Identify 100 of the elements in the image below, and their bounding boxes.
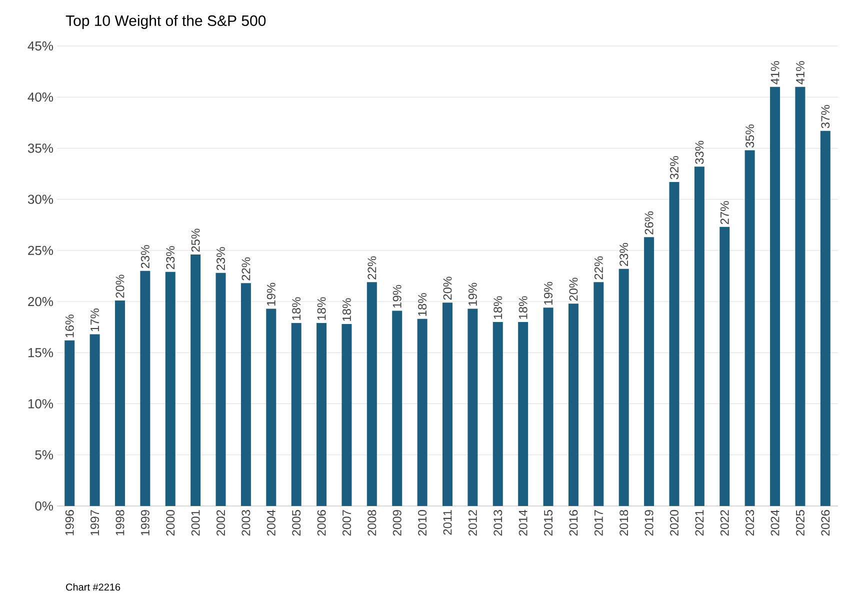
chart-title: Top 10 Weight of the S&P 500 (66, 15, 266, 29)
bar (720, 226, 730, 506)
x-tick-label: 2012 (468, 510, 477, 536)
bar (316, 323, 327, 506)
data-label: 20% (569, 278, 578, 301)
data-label: 33% (695, 140, 704, 164)
data-label: 19% (468, 282, 477, 306)
bar (266, 308, 276, 506)
y-tick-label: 35% (28, 144, 54, 153)
data-label: 23% (166, 246, 175, 270)
x-tick-label: 1996 (65, 510, 74, 536)
data-label: 27% (720, 201, 729, 224)
x-tick-label: 2018 (620, 510, 628, 536)
data-label: 19% (392, 284, 402, 308)
data-label: 23% (620, 243, 628, 266)
data-label: 19% (266, 282, 276, 306)
x-tick-label: 2020 (670, 510, 678, 536)
bar (795, 86, 806, 506)
bar (392, 310, 402, 506)
bar (568, 304, 578, 506)
x-tick-label: 2006 (317, 510, 326, 536)
bar (770, 86, 780, 506)
text: Chart #2216 (66, 583, 120, 591)
x-tick-label: 1997 (90, 510, 100, 536)
bar (543, 308, 554, 506)
bar (342, 324, 352, 506)
bar (190, 254, 201, 506)
y-tick-label: 30% (28, 194, 54, 204)
x-tick-label: 2013 (494, 510, 502, 536)
x-tick-label: 2017 (594, 510, 603, 536)
y-tick-label: 5% (35, 450, 54, 460)
y-tick-label: 25% (28, 246, 54, 256)
x-tick-label: 2025 (796, 510, 804, 536)
data-label: 32% (670, 156, 678, 180)
x-tick-label: 2010 (418, 510, 427, 536)
x-tick-label: 1999 (140, 510, 150, 536)
data-label: 18% (342, 298, 351, 321)
data-label: 17% (90, 308, 99, 332)
data-label: 18% (317, 297, 326, 320)
x-tick-label: 2001 (191, 510, 200, 536)
data-label: 35% (746, 124, 754, 148)
bar (417, 318, 428, 506)
data-label: 22% (242, 257, 250, 280)
x-tick-label: 2008 (368, 510, 376, 536)
bar (518, 322, 528, 506)
bar (669, 182, 680, 506)
x-tick-label: 2016 (569, 510, 578, 536)
bar (820, 130, 830, 506)
data-label: 37% (821, 105, 830, 128)
data-label: 18% (418, 293, 427, 316)
y-tick-label: 45% (28, 41, 54, 51)
x-tick-label: 2015 (544, 510, 553, 536)
bar (594, 282, 604, 506)
bar (291, 323, 302, 506)
y-tick-label: 20% (28, 296, 54, 306)
x-tick-label: 2002 (216, 510, 226, 536)
x-tick-label: 2022 (720, 510, 729, 536)
data-label: 22% (368, 256, 376, 280)
data-label: 25% (191, 228, 200, 252)
y-tick-label: 0% (35, 501, 54, 511)
bar (165, 272, 176, 506)
x-tick-label: 2026 (821, 510, 830, 536)
bar (140, 270, 150, 506)
data-label: 23% (216, 247, 226, 270)
bar (618, 268, 629, 506)
x-tick-label: 2024 (770, 510, 780, 536)
x-tick-label: 2000 (166, 510, 175, 536)
y-tick-label: 15% (28, 348, 54, 358)
x-tick-label: 2021 (695, 510, 704, 536)
bar (114, 300, 125, 506)
x-tick-label: 2023 (746, 510, 754, 536)
y-tick-label: 10% (28, 399, 54, 408)
data-label: 16% (65, 314, 74, 338)
data-label: 26% (644, 211, 654, 234)
data-label: 20% (443, 276, 452, 300)
bar (694, 166, 704, 506)
bar (216, 272, 226, 506)
data-label: 20% (116, 274, 124, 298)
data-label: 41% (770, 61, 780, 84)
data-label: 18% (494, 296, 502, 319)
x-tick-label: 2005 (292, 510, 301, 536)
bar (442, 302, 452, 506)
x-tick-label: 2003 (242, 510, 250, 536)
data-label: 19% (544, 282, 553, 305)
x-tick-label: 2011 (443, 510, 452, 535)
bar (744, 150, 755, 506)
bar (366, 282, 377, 506)
bar (64, 340, 75, 506)
x-tick-label: 2004 (266, 510, 276, 536)
x-tick-label: 2019 (644, 510, 654, 536)
x-tick-label: 2014 (518, 510, 528, 536)
x-tick-label: 1998 (116, 510, 124, 536)
data-label: 18% (518, 296, 528, 319)
data-label: 41% (796, 61, 804, 84)
bar (468, 308, 478, 506)
x-tick-label: 2009 (392, 510, 402, 536)
x-tick-label: 2007 (342, 510, 351, 536)
y-tick-label: 40% (28, 92, 54, 102)
data-label: 18% (292, 297, 301, 320)
bar (240, 283, 251, 506)
